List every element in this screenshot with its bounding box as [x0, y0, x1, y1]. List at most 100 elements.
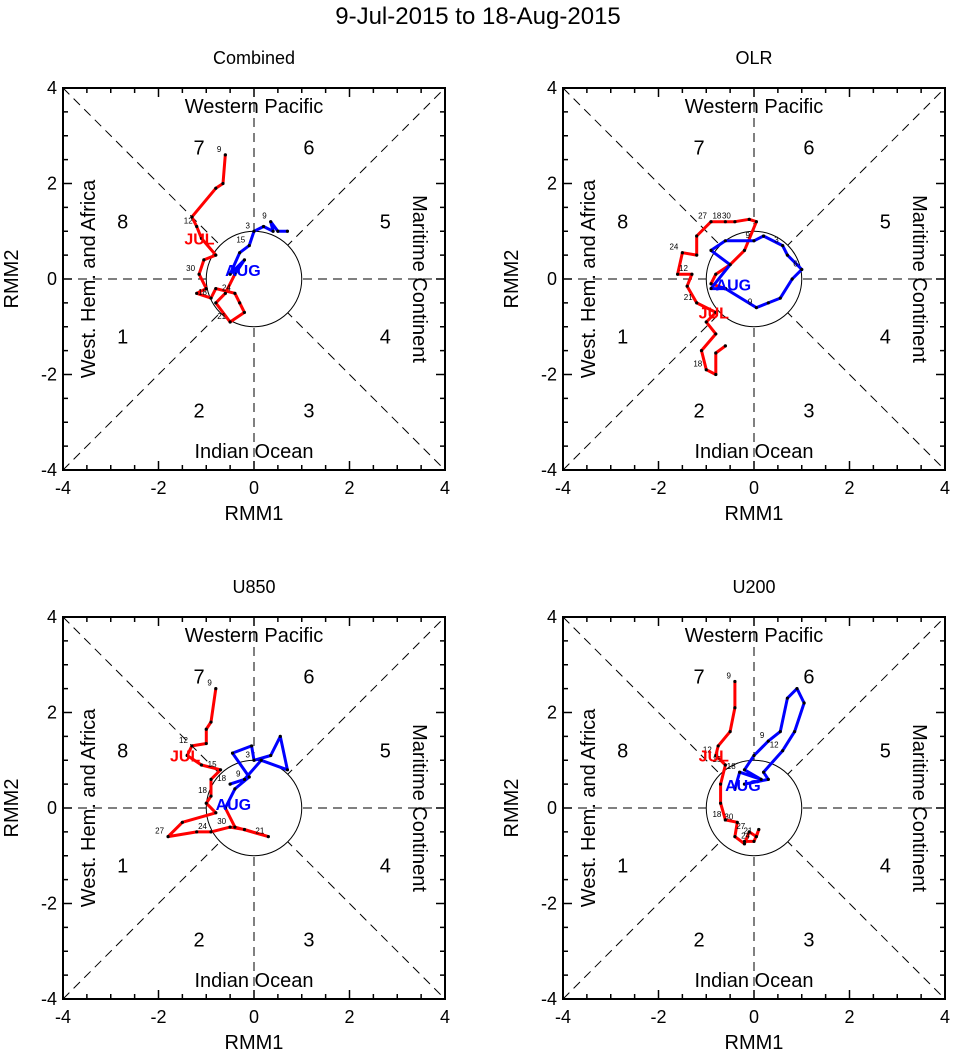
unit-circle [705, 759, 803, 857]
day-label: 18 [727, 762, 736, 771]
data-point [676, 272, 680, 276]
day-label: 15 [712, 755, 721, 764]
data-point [285, 229, 290, 233]
data-point [704, 368, 708, 372]
day-label: 9 [207, 679, 212, 688]
data-point [714, 753, 718, 758]
phase-label: 4 [880, 855, 891, 877]
phase-label: 7 [694, 138, 705, 160]
y-tick-label: 4 [547, 78, 557, 98]
month-label: JUL [699, 305, 729, 322]
figure-title: 9-Jul-2015 to 18-Aug-2015 [335, 3, 621, 30]
region-label-left: West. Hem. and Africa [578, 179, 600, 378]
day-label: 15 [236, 236, 245, 245]
x-axis-label: RMM1 [725, 1032, 784, 1054]
region-label-right: Maritime Continent [908, 724, 930, 892]
data-point [690, 272, 694, 276]
day-label: 27 [736, 822, 745, 831]
data-point [728, 263, 732, 267]
panel-title: OLR [735, 48, 772, 68]
data-point [718, 782, 723, 786]
data-point [214, 811, 218, 815]
ticks [62, 87, 446, 471]
month-label: AUG [216, 797, 252, 814]
x-tick-label: 4 [440, 1007, 450, 1027]
region-label-bottom: Indian Ocean [695, 441, 814, 463]
data-point [718, 801, 723, 805]
phase-label: 2 [694, 400, 705, 422]
series-line [223, 734, 289, 810]
y-tick-label: -2 [41, 365, 57, 385]
day-label: 27 [155, 827, 164, 836]
data-point [766, 739, 770, 743]
data-point [790, 277, 794, 281]
data-point [223, 153, 227, 157]
data-point [709, 248, 713, 252]
data-point [800, 267, 804, 272]
data-point [723, 763, 727, 767]
data-point [785, 696, 790, 700]
data-point [195, 830, 199, 834]
data-point [747, 830, 751, 834]
day-label: 9 [217, 145, 222, 154]
data-point [228, 272, 232, 276]
day-label: 12 [770, 741, 779, 750]
data-point [166, 835, 170, 839]
data-point [199, 236, 204, 241]
data-point [766, 301, 770, 305]
series-jul: 9 12 30 18 24 21 JUL [184, 145, 247, 324]
data-point [261, 224, 266, 229]
data-point [752, 839, 756, 844]
data-point [247, 243, 251, 248]
phase-label: 3 [303, 929, 314, 951]
phase-label: 8 [117, 741, 128, 763]
series-aug: 3 6 9 9 AUG [709, 231, 804, 310]
day-label: 3 [246, 221, 251, 230]
day-label: 9 [262, 212, 267, 221]
data-point [757, 827, 761, 832]
data-point [699, 349, 704, 353]
region-label-top: Western Pacific [185, 625, 324, 647]
x-tick-label: 2 [344, 478, 354, 498]
day-label: 30 [186, 264, 195, 273]
data-point [233, 825, 237, 829]
day-label: 24 [222, 283, 231, 292]
data-point [680, 251, 684, 255]
day-label: 18 [712, 810, 721, 819]
data-point [276, 229, 280, 233]
x-axis-label: RMM1 [225, 503, 284, 525]
data-point [204, 801, 208, 805]
region-label-bottom: Indian Ocean [195, 970, 314, 992]
x-tick-label: -4 [555, 1007, 571, 1027]
data-point [752, 239, 756, 243]
data-point [204, 286, 208, 291]
data-point [733, 220, 737, 224]
data-point [214, 301, 218, 305]
data-point [723, 286, 727, 291]
y-axis-label: RMM2 [1, 250, 23, 309]
data-point [742, 248, 747, 252]
phase-label: 8 [617, 212, 628, 234]
data-point [247, 775, 251, 779]
data-point [190, 215, 194, 219]
data-point [185, 753, 189, 758]
data-point [709, 282, 713, 286]
data-point [271, 229, 275, 233]
region-label-top: Western Pacific [185, 96, 324, 118]
data-point [714, 310, 718, 315]
data-point [233, 787, 237, 791]
x-tick-label: -2 [150, 1007, 166, 1027]
phase-label: 5 [380, 741, 391, 763]
data-point [709, 220, 713, 224]
data-point [766, 777, 770, 781]
x-tick-label: -2 [650, 1007, 666, 1027]
data-point [742, 842, 747, 846]
data-point [242, 777, 247, 781]
data-point [242, 827, 247, 832]
data-point [714, 272, 718, 276]
y-tick-label: 0 [547, 798, 557, 818]
data-point [792, 730, 797, 734]
data-point [204, 741, 208, 746]
